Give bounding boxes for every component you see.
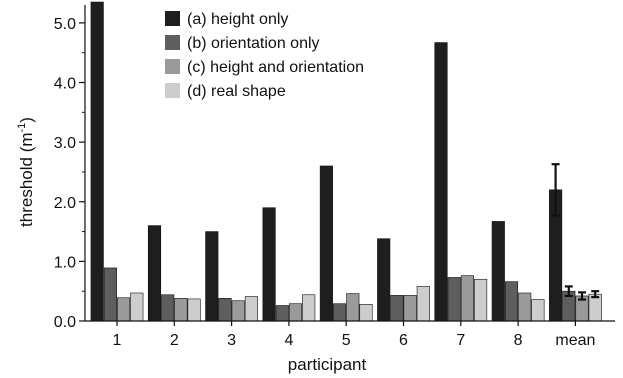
bar-3-1 — [117, 297, 131, 322]
y-tick-label-0.0: 0.0 — [54, 314, 76, 331]
bar-4-2 — [187, 298, 201, 322]
bar-1-3 — [205, 231, 219, 322]
y-tick-label-2.0: 2.0 — [54, 195, 76, 212]
legend-label-4: (d) real shape — [187, 83, 286, 100]
legend-label-2: (b) orientation only — [187, 35, 320, 52]
legend-label-1: (a) height only — [187, 11, 288, 28]
bar-4-5 — [359, 304, 373, 322]
bar-1-7 — [434, 42, 448, 322]
bar-4-7 — [474, 278, 488, 322]
bar-3-6 — [403, 295, 417, 322]
tick-labels: 0.0 1.0 2.0 3.0 4.0 5.0 1 2 3 4 5 6 7 8 mean — [54, 16, 596, 349]
x-tick-label-7: 7 — [456, 332, 465, 349]
x-tick-label-5: 5 — [342, 332, 351, 349]
legend-swatch-3 — [165, 59, 180, 74]
x-axis-title: participant — [288, 355, 367, 374]
bars-layer — [90, 1, 602, 322]
legend-label-3: (c) height and orientation — [187, 59, 364, 76]
bar-3-2 — [174, 298, 188, 322]
x-tick-label-8: 8 — [514, 332, 523, 349]
bar-1-1 — [90, 1, 104, 322]
x-tick-label-1: 1 — [113, 332, 122, 349]
y-axis-title-main: threshold (m — [17, 132, 36, 226]
bar-1-4 — [262, 207, 276, 322]
legend: (a) height only (b) orientation only (c) h… — [165, 11, 364, 100]
bar-2-6 — [390, 295, 404, 322]
legend-swatch-1 — [165, 11, 180, 26]
bar-1-5 — [319, 165, 333, 322]
bar-1-8 — [491, 221, 505, 322]
bar-3-8 — [518, 292, 532, 322]
bar-1-2 — [147, 225, 162, 322]
y-axis-title-superscript: -1 — [16, 123, 28, 133]
bar-1-6 — [377, 238, 391, 322]
x-tick-label-6: 6 — [399, 332, 408, 349]
bar-3-7 — [460, 275, 474, 322]
y-tick-label-3.0: 3.0 — [54, 135, 76, 152]
bar-4-3 — [244, 296, 258, 322]
legend-swatch-4 — [165, 83, 180, 98]
y-tick-label-4.0: 4.0 — [54, 76, 76, 93]
bar-4-8 — [531, 299, 545, 322]
bar-2-8 — [504, 281, 519, 322]
bar-2-1 — [103, 267, 117, 322]
y-axis-title: threshold (m-1) — [16, 117, 36, 227]
bar-4-1 — [130, 292, 144, 322]
bar-2-3 — [218, 298, 232, 322]
legend-swatch-2 — [165, 35, 180, 50]
bar-3-3 — [231, 300, 245, 322]
bar-4-4 — [302, 294, 316, 322]
x-tick-label-3: 3 — [227, 332, 236, 349]
axes — [79, 5, 615, 326]
bar-3-4 — [288, 303, 303, 322]
x-tick-label-2: 2 — [170, 332, 179, 349]
bar-2-7 — [447, 277, 461, 322]
x-tick-label-4: 4 — [284, 332, 293, 349]
error-bars-layer — [551, 163, 600, 301]
bar-2-4 — [275, 305, 289, 322]
y-axis-title-suffix: ) — [17, 117, 36, 123]
x-tick-label-mean: mean — [555, 332, 595, 349]
y-tick-label-1.0: 1.0 — [54, 254, 76, 271]
bar-4-6 — [416, 286, 430, 322]
bar-2-2 — [161, 294, 175, 322]
bar-3-5 — [346, 293, 360, 322]
y-tick-label-5.0: 5.0 — [54, 16, 76, 33]
bar-2-5 — [333, 303, 347, 322]
